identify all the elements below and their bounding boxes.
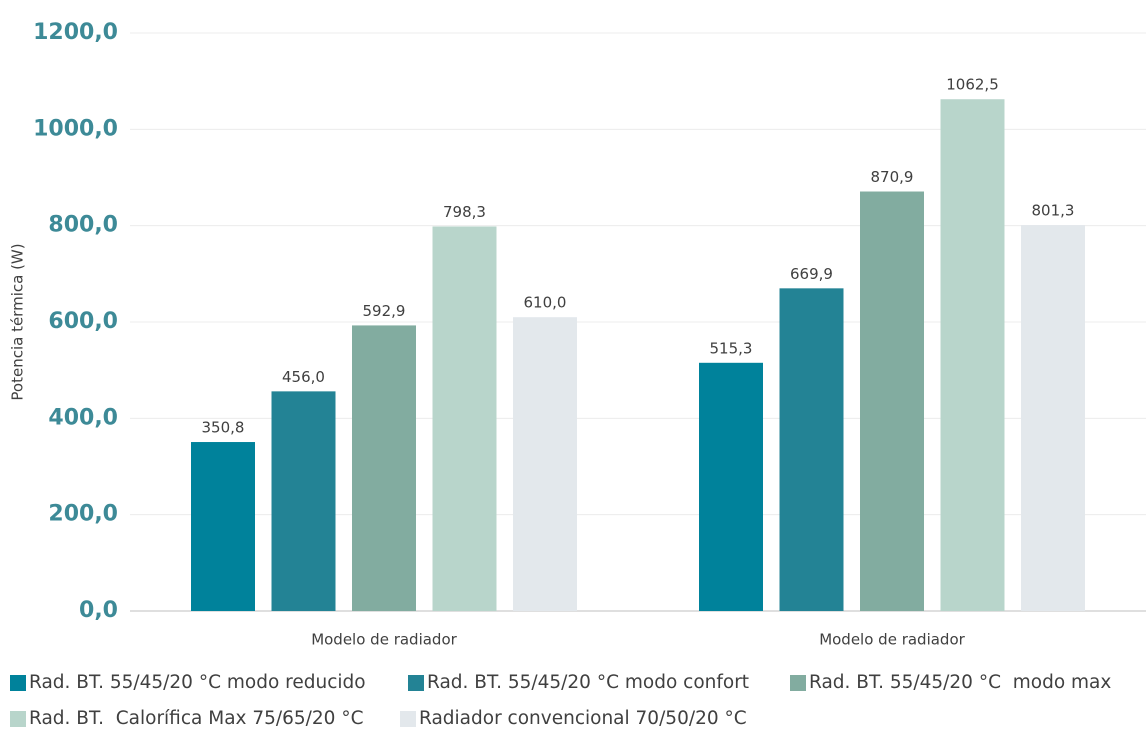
y-tick-label: 600,0 — [48, 309, 118, 334]
value-label: 610,0 — [524, 294, 567, 312]
legend-swatch — [408, 675, 424, 691]
value-label: 1062,5 — [946, 76, 999, 94]
legend-swatch — [10, 675, 26, 691]
value-label: 515,3 — [710, 339, 753, 357]
legend-label: Rad. BT. Calorífica Max 75/65/20 °C — [29, 708, 364, 729]
legend-label: Rad. BT. 55/45/20 °C modo confort — [427, 672, 749, 693]
legend-label: Rad. BT. 55/45/20 °C modo reducido — [29, 672, 366, 693]
legend-swatch — [790, 675, 806, 691]
value-label: 870,9 — [871, 168, 914, 186]
bar — [191, 442, 255, 611]
bar — [779, 288, 844, 611]
y-tick-label: 400,0 — [48, 405, 118, 430]
bar — [513, 317, 577, 611]
y-tick-label: 200,0 — [48, 502, 118, 527]
y-axis-label: Potencia térmica (W) — [9, 243, 27, 400]
legend-swatch — [400, 711, 416, 727]
bar — [271, 391, 336, 611]
y-tick-label: 800,0 — [48, 213, 118, 238]
y-tick-label: 1200,0 — [33, 20, 118, 45]
legend-label: Rad. BT. 55/45/20 °C modo max — [809, 672, 1111, 693]
bar — [432, 226, 497, 611]
x-tick-label: Modelo de radiador — [311, 631, 457, 649]
value-label: 456,0 — [282, 368, 325, 386]
value-label: 801,3 — [1032, 202, 1075, 220]
legend-label: Radiador convencional 70/50/20 °C — [419, 708, 747, 729]
value-label: 798,3 — [443, 203, 486, 221]
value-label: 350,8 — [202, 419, 245, 437]
bar — [699, 362, 763, 611]
value-label: 592,9 — [363, 302, 406, 320]
value-label: 669,9 — [790, 265, 833, 283]
bar — [352, 325, 416, 611]
legend-swatch — [10, 711, 26, 727]
bar — [940, 99, 1005, 612]
x-tick-label: Modelo de radiador — [819, 631, 965, 649]
y-tick-label: 1000,0 — [33, 116, 118, 141]
bar — [860, 191, 924, 612]
y-tick-label: 0,0 — [79, 598, 118, 623]
bar — [1021, 225, 1085, 611]
